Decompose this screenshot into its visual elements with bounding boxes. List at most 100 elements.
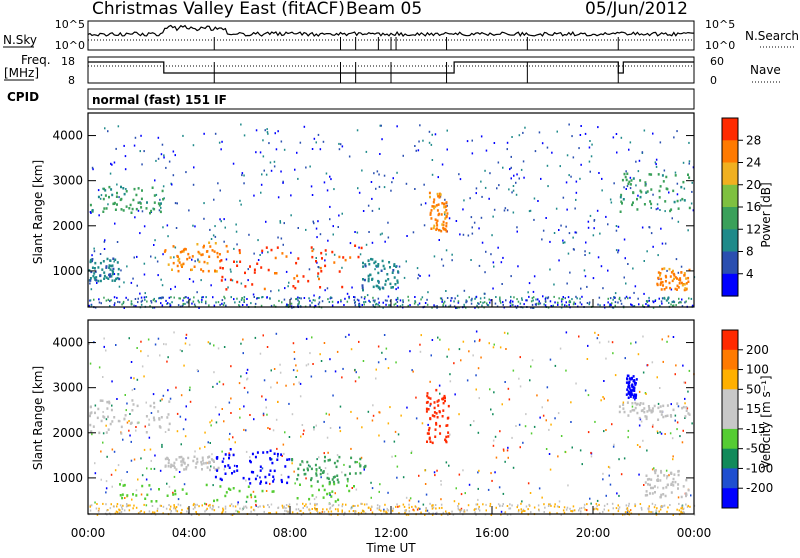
- echo-cell: [184, 247, 187, 251]
- scatter-cell: [319, 353, 321, 356]
- scatter-cell: [293, 470, 295, 473]
- echo-cell: [130, 211, 133, 214]
- scatter-cell: [194, 450, 196, 453]
- scatter-cell: [309, 465, 311, 468]
- ground-scatter-cell: [524, 510, 526, 512]
- ground-scatter-cell: [658, 510, 660, 513]
- scatter-cell: [261, 467, 264, 470]
- scatter-cell: [387, 491, 389, 494]
- scatter-cell: [215, 421, 218, 424]
- scatter-cell: [423, 183, 425, 186]
- scatter-cell: [417, 149, 420, 152]
- echo-cell: [164, 464, 167, 467]
- scatter-cell: [247, 391, 249, 394]
- scatter-cell: [111, 380, 113, 383]
- scatter-cell: [348, 333, 350, 336]
- scatter-cell: [136, 347, 138, 349]
- scatter-cell: [643, 292, 645, 295]
- ground-scatter-cell: [165, 299, 167, 302]
- ground-scatter-cell: [126, 505, 129, 507]
- scatter-cell: [429, 404, 431, 407]
- scatter-cell: [323, 342, 326, 344]
- scatter-cell: [541, 238, 543, 241]
- scatter-cell: [485, 149, 488, 152]
- echo-cell: [664, 494, 667, 498]
- scatter-cell: [532, 290, 535, 293]
- scatter-cell: [655, 511, 657, 514]
- scatter-cell: [493, 142, 496, 144]
- ground-scatter-cell: [402, 299, 404, 302]
- echo-cell: [688, 206, 691, 210]
- scatter-cell: [579, 449, 582, 452]
- scatter-cell: [263, 169, 265, 172]
- ground-scatter-cell: [221, 302, 223, 305]
- ground-scatter-cell: [344, 511, 346, 514]
- echo-cell: [380, 269, 383, 272]
- echo-cell: [112, 270, 115, 274]
- echo-cell: [664, 200, 667, 203]
- ground-scatter-cell: [386, 511, 388, 514]
- ground-scatter-cell: [332, 504, 335, 507]
- ground-scatter-cell: [388, 304, 390, 307]
- scatter-cell: [440, 480, 442, 482]
- ground-scatter-cell: [90, 304, 93, 307]
- scatter-cell: [92, 168, 94, 171]
- echo-cell: [260, 266, 263, 269]
- echo-cell: [659, 410, 662, 413]
- echo-cell: [648, 407, 651, 410]
- echo-cell: [310, 467, 313, 471]
- scatter-cell: [655, 208, 658, 211]
- echo-cell: [92, 425, 95, 428]
- echo-cell: [368, 263, 371, 266]
- echo-cell: [434, 218, 437, 221]
- scatter-cell: [419, 124, 421, 127]
- echo-cell: [178, 261, 181, 264]
- scatter-cell: [371, 487, 374, 490]
- scatter-cell: [672, 458, 674, 461]
- echo-cell: [272, 475, 275, 478]
- ground-scatter-cell: [302, 507, 304, 509]
- scatter-cell: [547, 399, 549, 402]
- echo-cell: [436, 209, 439, 212]
- colorbar-swatch: [722, 118, 738, 141]
- scatter-cell: [356, 129, 359, 132]
- echo-cell: [150, 500, 153, 503]
- ground-scatter-cell: [478, 505, 480, 508]
- ground-scatter-cell: [475, 503, 477, 506]
- echo-cell: [677, 483, 680, 486]
- echo-cell: [435, 412, 438, 415]
- ground-scatter-cell: [495, 296, 497, 298]
- scatter-cell: [406, 235, 408, 237]
- echo-cell: [91, 266, 94, 269]
- scatter-cell: [255, 503, 257, 506]
- scatter-cell: [99, 253, 102, 255]
- scatter-cell: [271, 458, 273, 461]
- ground-scatter-cell: [205, 300, 207, 303]
- ground-scatter-cell: [159, 504, 161, 507]
- echo-cell: [445, 205, 448, 208]
- ground-scatter-cell: [637, 297, 639, 300]
- ground-scatter-cell: [260, 304, 263, 307]
- echo-cell: [364, 263, 367, 266]
- colorbar-tick-label: 20: [746, 178, 761, 192]
- echo-cell: [132, 403, 135, 406]
- scatter-cell: [516, 173, 518, 176]
- echo-cell: [434, 428, 437, 431]
- ground-scatter-cell: [184, 296, 187, 299]
- scatter-cell: [614, 374, 617, 377]
- scatter-cell: [172, 174, 175, 177]
- echo-cell: [433, 411, 436, 414]
- echo-cell: [628, 393, 631, 396]
- ground-scatter-cell: [520, 510, 523, 513]
- scatter-cell: [279, 221, 282, 224]
- scatter-cell: [387, 367, 390, 370]
- scatter-cell: [161, 398, 163, 401]
- echo-cell: [286, 481, 289, 485]
- echo-cell: [432, 226, 435, 230]
- echo-cell: [661, 174, 664, 177]
- scatter-cell: [670, 403, 672, 406]
- scatter-cell: [165, 343, 167, 346]
- scatter-cell: [260, 183, 263, 186]
- echo-cell: [437, 203, 440, 206]
- echo-cell: [671, 481, 674, 484]
